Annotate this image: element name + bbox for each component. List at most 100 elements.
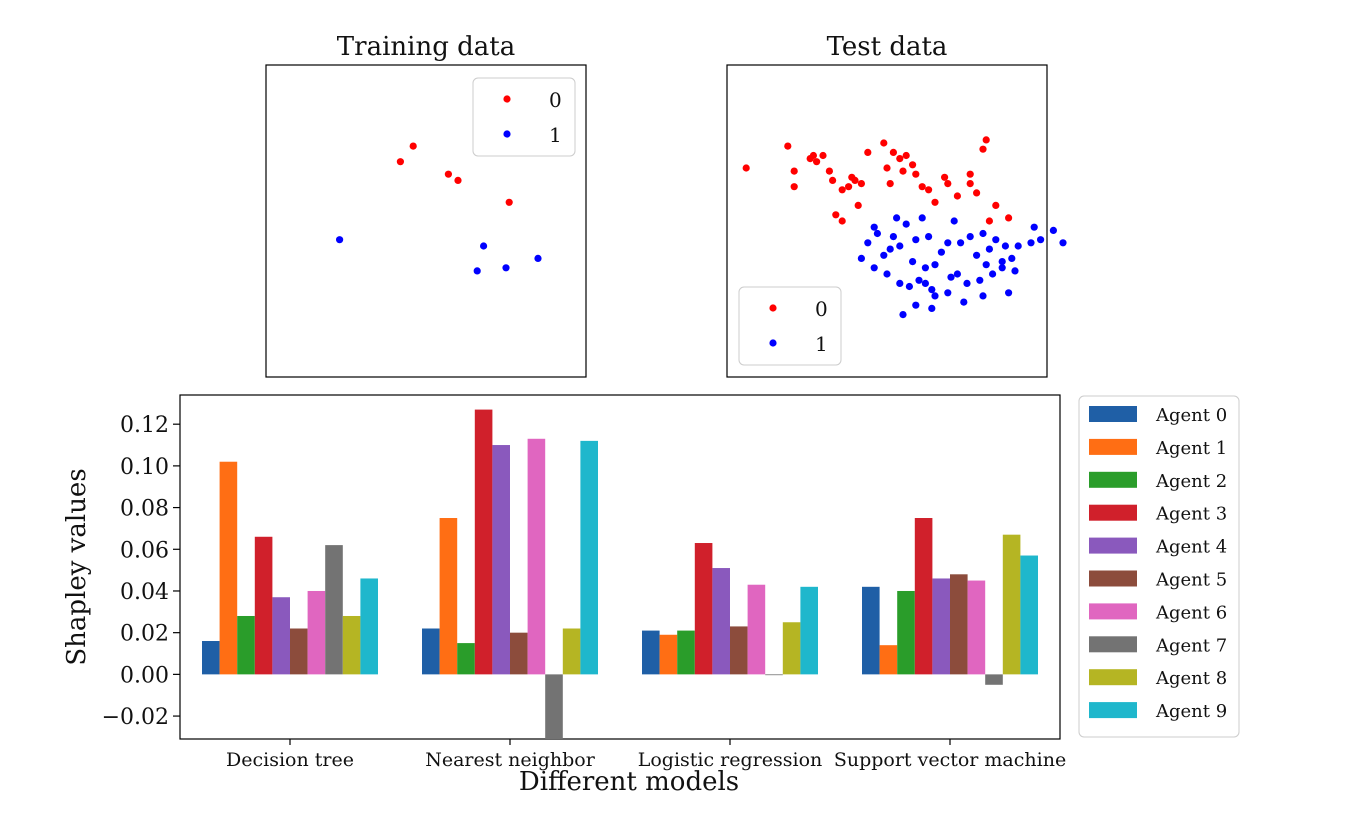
y-tick-label: 0.12 [120,413,169,438]
bar-nearest-neighbor-agent-7 [545,674,563,739]
test-point-class-0-27 [931,198,939,206]
test-point-class-0-24 [912,170,920,178]
test-point-class-1-56 [1027,239,1035,247]
training-point-class-0-2 [444,170,452,178]
test-point-class-1-41 [960,298,968,306]
test-point-class-1-21 [998,258,1006,266]
test-point-class-1-1 [873,229,882,238]
legend-label-agent-9: Agent 9 [1155,701,1227,722]
bar-y-axis: −0.02 0.00 0.02 0.04 0.06 0.08 0.10 0.12 [102,413,180,730]
test-point-class-0-9 [829,176,837,184]
training-point-class-1-2 [473,267,481,275]
bar-logistic-regression-agent-5 [730,626,748,675]
test-point-class-0-10 [838,186,846,194]
test-point-class-0-26 [925,186,933,194]
test-point-class-0-37 [832,211,840,219]
test-point-class-0-23 [909,161,917,169]
test-point-class-1-18 [979,229,987,238]
test-point-class-1-5 [896,242,904,250]
test-point-class-1-11 [931,261,939,269]
x-tick-label: Nearest neighbor [425,749,596,771]
test-point-class-1-50 [982,261,990,269]
training-points [336,142,542,275]
test-point-class-0-22 [899,167,907,175]
bar-support-vector-machine-agent-9 [1020,555,1038,675]
bar-decision-tree-agent-2 [237,615,255,675]
bar-decision-tree-agent-1 [219,461,238,675]
bar-logistic-regression-agent-6 [747,584,766,675]
y-tick-label: 0.04 [120,580,169,605]
test-point-class-0-35 [992,201,1000,209]
test-point-class-0-21 [902,151,910,160]
legend-swatch-agent-6 [1089,603,1137,620]
test-point-class-0-36 [973,189,981,197]
bar-logistic-regression-agent-8 [782,622,801,675]
test-point-class-0-11 [845,183,853,191]
test-point-class-0-41 [985,217,994,225]
test-point-class-1-7 [909,258,917,266]
test-point-class-0-40 [1005,214,1013,222]
training-data-title: Training data [337,32,515,62]
test-point-class-1-31 [931,292,939,300]
training-point-class-1-3 [502,264,510,272]
test-point-class-1-36 [989,270,997,278]
x-tick-label: Decision tree [226,749,354,771]
y-tick-label: −0.02 [102,705,169,730]
bar-logistic-regression-agent-1 [659,634,678,675]
test-points [742,136,1067,319]
training-legend-marker-0 [503,95,511,103]
bar-support-vector-machine-agent-6 [967,580,986,675]
y-tick-label: 0.08 [120,497,169,522]
test-point-class-0-18 [889,148,898,156]
legend-label-agent-7: Agent 7 [1155,635,1227,656]
test-point-class-1-23 [1008,254,1016,262]
test-point-class-1-30 [921,279,930,287]
training-point-class-0-4 [505,198,513,206]
test-point-class-0-19 [886,180,894,188]
bar-legend: Agent 0 Agent 1 Agent 2 Agent 3 Agent 4 Agent… [1078,395,1240,738]
bar-decision-tree-agent-6 [307,590,326,675]
test-point-class-1-44 [899,311,907,319]
test-point-class-0-39 [854,201,862,209]
bar-support-vector-machine-agent-8 [1002,534,1021,675]
test-point-class-1-32 [944,289,952,297]
training-legend-marker-1 [503,130,511,138]
test-point-class-0-32 [966,180,974,188]
x-tick-label: Logistic regression [638,749,823,771]
test-point-class-0-38 [838,217,846,225]
test-legend: 0 1 [738,286,842,366]
test-point-class-0-34 [982,136,990,144]
test-point-class-0-16 [880,139,888,147]
test-point-class-1-38 [1011,267,1019,275]
test-point-class-0-30 [953,192,962,200]
test-point-class-1-34 [963,279,971,287]
test-point-class-0-20 [896,155,904,163]
legend-label-agent-6: Agent 6 [1155,602,1227,623]
test-point-class-1-19 [985,245,994,253]
test-point-class-1-0 [864,239,872,247]
test-point-class-1-20 [992,236,1000,244]
test-point-class-0-0 [742,164,750,172]
bar-plot-frame [179,394,1061,740]
training-data-panel: Training data 0 1 [265,32,587,378]
test-point-class-1-14 [950,217,958,225]
legend-swatch-agent-8 [1089,669,1137,686]
training-plot-frame [265,64,587,378]
bar-nearest-neighbor-agent-4 [492,445,510,675]
test-point-class-1-28 [905,282,914,291]
legend-swatch-agent-3 [1089,504,1137,521]
bar-decision-tree-agent-4 [272,597,290,675]
test-point-class-0-6 [790,167,798,175]
test-point-class-0-1 [784,142,792,150]
test-point-class-1-25 [870,264,878,272]
bar-nearest-neighbor-agent-3 [474,409,493,675]
legend-label-agent-1: Agent 1 [1155,438,1227,459]
test-point-class-0-17 [883,164,891,172]
bar-nearest-neighbor-agent-0 [422,628,440,675]
test-point-class-0-31 [966,170,974,178]
legend-swatch-agent-2 [1089,471,1137,488]
bar-support-vector-machine-agent-4 [932,578,950,675]
legend-swatch-agent-4 [1089,537,1137,554]
test-legend-label-0: 0 [815,297,828,321]
